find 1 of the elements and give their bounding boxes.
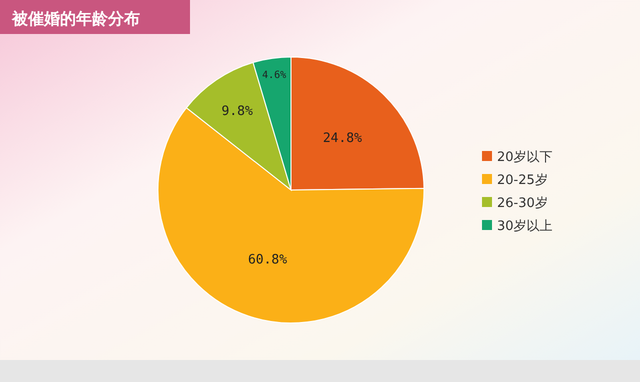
title: 被催婚的年龄分布 (12, 9, 140, 28)
